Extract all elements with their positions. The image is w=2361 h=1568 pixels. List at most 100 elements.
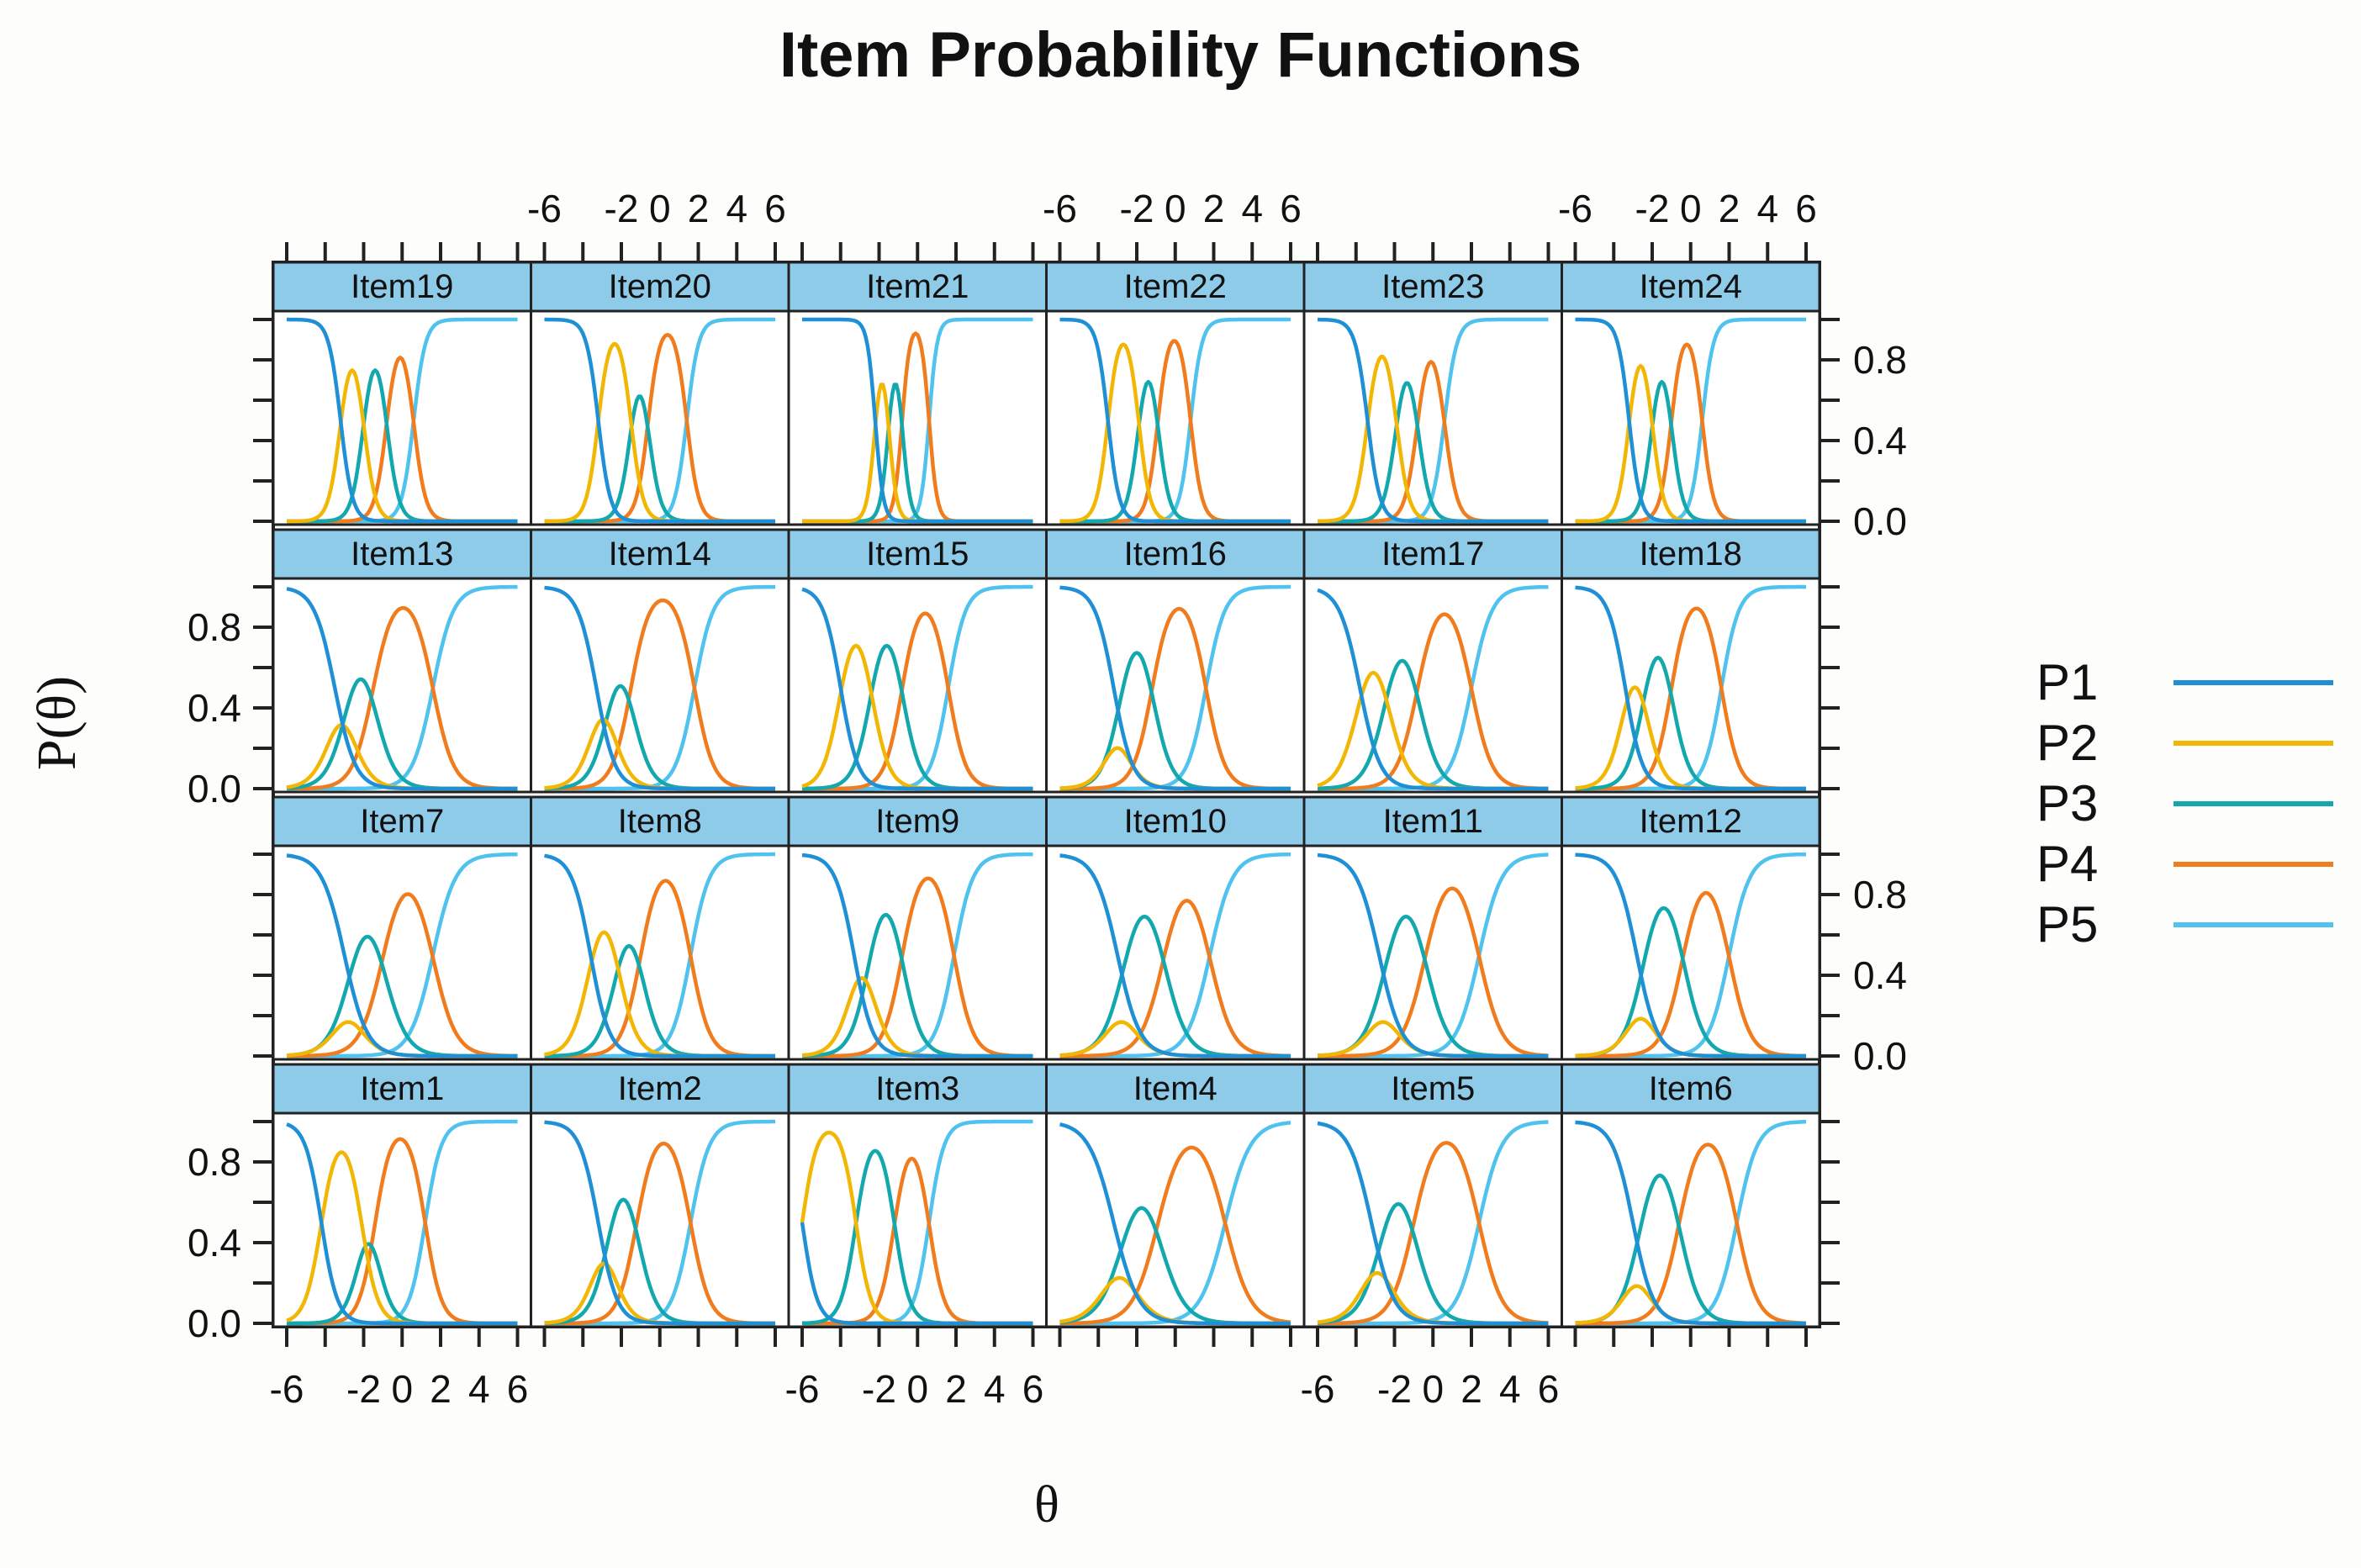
x-tick-label: 4 <box>1499 1367 1521 1411</box>
series-p1-line <box>544 317 775 524</box>
panel-item4: Item4 <box>1045 1063 1306 1328</box>
y-tick-label: 0.8 <box>188 605 241 649</box>
panel-body <box>1045 1111 1306 1328</box>
panel-strip-label: Item5 <box>1391 1070 1475 1107</box>
series-p4-line <box>1318 886 1549 1059</box>
panel-item15: Item15 <box>787 528 1048 794</box>
x-tick-label: 6 <box>507 1367 529 1411</box>
panel-item12: Item12 <box>1561 795 1821 1061</box>
panel-item2: Item2 <box>530 1063 790 1328</box>
x-tick-label: 0 <box>1680 187 1702 230</box>
x-tick-label: -2 <box>1377 1367 1412 1411</box>
panel-strip <box>787 795 1048 847</box>
series-p1-line <box>1575 853 1806 1059</box>
panel-item1: Item1 <box>272 1063 532 1328</box>
panel-body <box>787 1111 1048 1328</box>
panel-item20: Item20 <box>530 261 790 526</box>
x-tick-label: 0 <box>906 1367 928 1411</box>
y-tick-label: 0.4 <box>1853 953 1907 997</box>
series-p1-line <box>1317 1121 1549 1326</box>
panel-strip-label: Item22 <box>1124 268 1227 305</box>
panel-item9: Item9 <box>787 795 1048 1061</box>
panel-body <box>1045 844 1306 1061</box>
x-tick-label: 0 <box>391 1367 413 1411</box>
x-tick-label: 2 <box>1203 187 1225 230</box>
panel-body <box>1302 577 1563 794</box>
x-tick-label: -2 <box>1120 187 1154 230</box>
y-tick-label: 0.8 <box>188 1140 241 1184</box>
panel-strip <box>1045 528 1306 580</box>
panel-item13: Item13 <box>272 528 532 794</box>
panel-strip <box>1561 1063 1821 1115</box>
panel-item22: Item22 <box>1045 261 1306 526</box>
panel-strip-label: Item16 <box>1124 536 1227 573</box>
series-p1-line <box>286 587 518 791</box>
x-tick-label: 4 <box>726 187 747 230</box>
panel-body <box>530 577 790 794</box>
panel-strip <box>1561 795 1821 847</box>
panel-body <box>1045 577 1306 794</box>
x-tick-label: 2 <box>688 187 710 230</box>
legend-label: P3 <box>2036 775 2098 832</box>
panel-item3: Item3 <box>787 1063 1048 1328</box>
panel-strip-label: Item10 <box>1124 803 1227 840</box>
panel-strip-label: Item19 <box>351 268 453 305</box>
series-p1-line <box>286 853 518 1059</box>
x-axis-label: θ <box>1034 1476 1059 1534</box>
panel-strip-label: Item7 <box>360 803 444 840</box>
panel-item10: Item10 <box>1045 795 1306 1061</box>
panel-body <box>1045 309 1306 526</box>
x-tick-label: 4 <box>984 1367 1006 1411</box>
panel-strip-label: Item24 <box>1640 268 1742 305</box>
series-p4-line <box>802 876 1033 1059</box>
panel-item19: Item19 <box>272 261 532 526</box>
panel-strip-label: Item2 <box>618 1070 702 1107</box>
panel-body <box>1302 844 1563 1061</box>
panel-strip-label: Item8 <box>618 803 702 840</box>
legend-label: P5 <box>2036 896 2098 953</box>
x-tick-label: 6 <box>764 187 786 230</box>
series-p4-line <box>1575 890 1807 1059</box>
series-p1-line <box>801 587 1033 791</box>
series-p4-line <box>1317 1141 1549 1326</box>
panel-strip-label: Item9 <box>875 803 959 840</box>
x-tick-label: -6 <box>1558 187 1592 230</box>
series-p1-line <box>287 317 518 524</box>
x-tick-label: -6 <box>527 187 562 230</box>
series-p1-line <box>1575 1120 1806 1326</box>
y-tick-label: 0.4 <box>188 1221 241 1264</box>
panel-strip-label: Item20 <box>609 268 711 305</box>
panel-strip <box>1302 795 1563 847</box>
panel-strip-label: Item4 <box>1133 1070 1217 1107</box>
panel-body <box>787 309 1048 526</box>
series-p4-line <box>286 892 518 1059</box>
legend-label: P2 <box>2036 715 2098 771</box>
panel-strip <box>530 1063 790 1115</box>
y-tick-label: 0.0 <box>188 1301 241 1345</box>
x-tick-label: 2 <box>430 1367 452 1411</box>
y-tick-label: 0.0 <box>1853 1034 1907 1078</box>
panel-strip-label: Item17 <box>1381 536 1484 573</box>
series-p4-line <box>544 598 776 791</box>
y-tick-label: 0.4 <box>1853 419 1907 462</box>
series-p1-line <box>1059 853 1291 1059</box>
panel-item5: Item5 <box>1302 1063 1563 1328</box>
series-p1-line <box>544 853 775 1059</box>
series-p1-line <box>1059 317 1291 524</box>
x-tick-label: -6 <box>785 1367 820 1411</box>
x-tick-label: 4 <box>1241 187 1263 230</box>
legend-label: P1 <box>2036 654 2098 710</box>
series-p1-line <box>544 585 775 791</box>
x-tick-label: 2 <box>1460 1367 1482 1411</box>
panel-body <box>272 1111 532 1328</box>
x-tick-label: -2 <box>346 1367 381 1411</box>
panel-strip-label: Item13 <box>351 536 453 573</box>
panel-strip-label: Item11 <box>1383 803 1483 840</box>
panel-item23: Item23 <box>1302 261 1563 526</box>
y-tick-label: 0.8 <box>1853 873 1907 916</box>
panel-strip-label: Item14 <box>609 536 711 573</box>
x-tick-label: -6 <box>270 1367 304 1411</box>
